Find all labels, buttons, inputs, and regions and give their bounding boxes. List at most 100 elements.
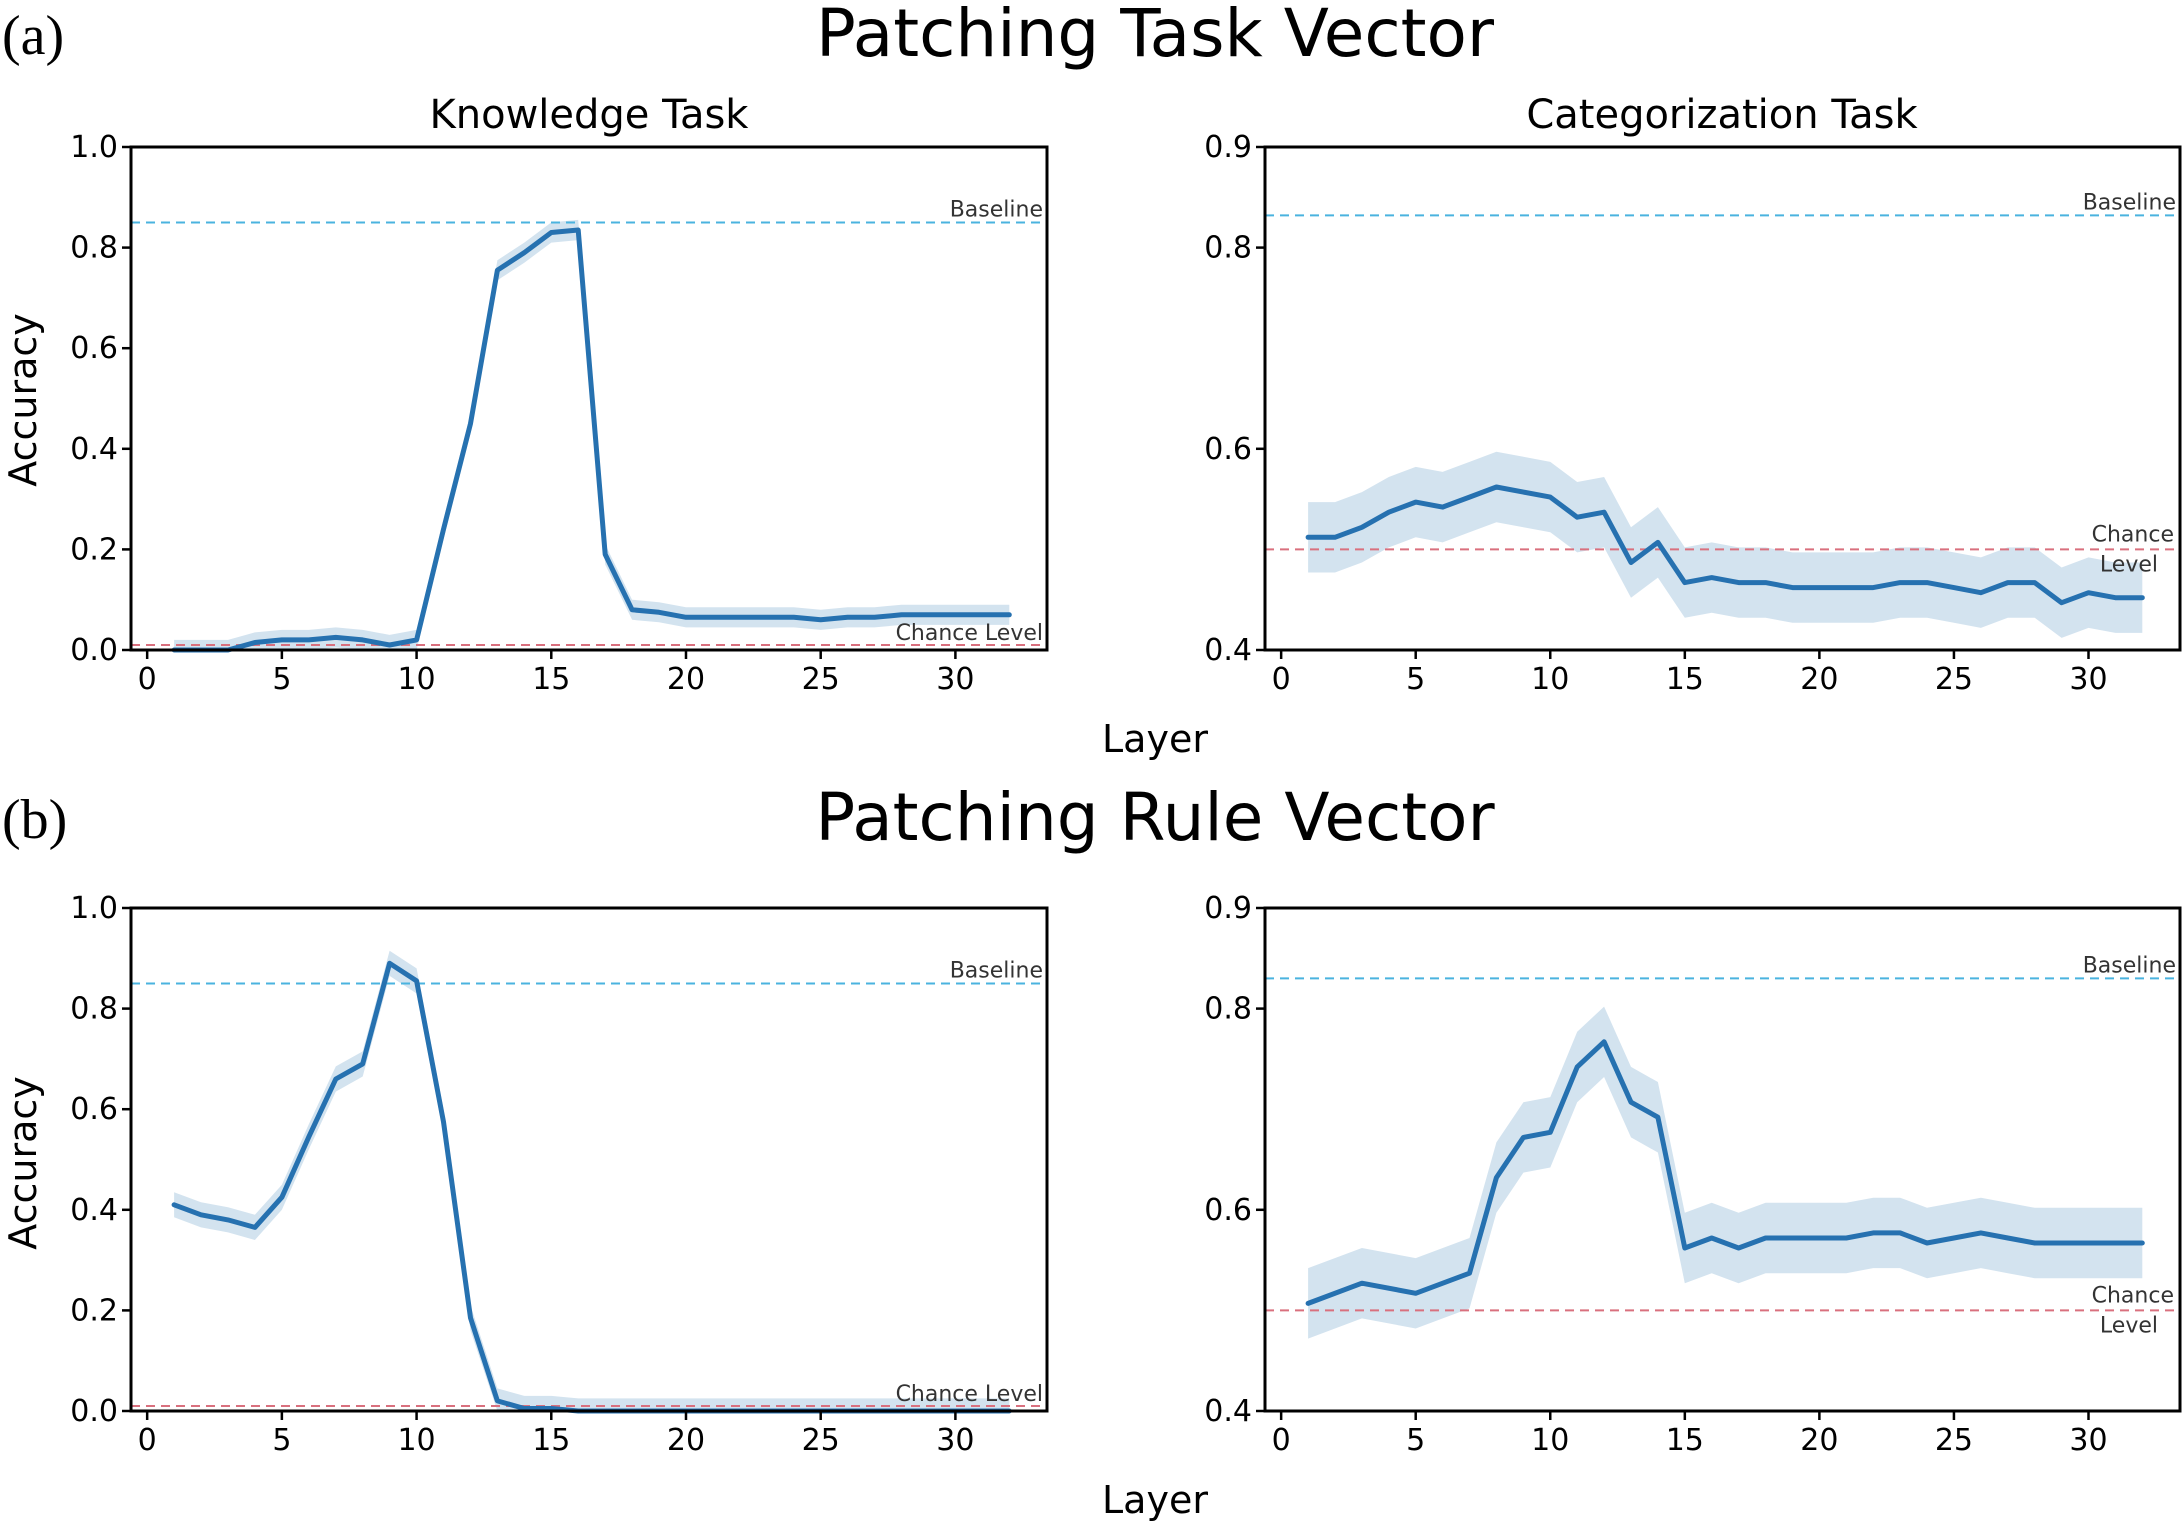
plot-b-categorization: 0 5 10 15 20 25 30 0.4 0.6 0.8 0.9 Baseline Chance Le…: [1204, 891, 2182, 1458]
data-point: [1844, 1235, 1849, 1240]
data-point: [2113, 595, 2118, 600]
data-point: [279, 1195, 284, 1200]
data-point: [1817, 1235, 1822, 1240]
data-point: [1413, 500, 1418, 505]
data-point: [252, 1225, 257, 1230]
y-tick-label: 0.0: [70, 1394, 118, 1429]
data-point: [1602, 1039, 1607, 1044]
data-point: [710, 615, 715, 620]
data-point: [791, 615, 796, 620]
data-point: [2005, 580, 2010, 585]
data-point: [953, 612, 958, 617]
data-point: [1709, 575, 1714, 580]
data-point: [468, 421, 473, 426]
plot-b-knowledge: 0 5 10 15 20 25 30 0.0 0.2 0.4 0.6 0.8 1.0 Baseline Ch…: [70, 891, 1049, 1458]
panel-a-title: Patching Task Vector: [816, 0, 1495, 72]
data-point: [1007, 612, 1012, 617]
data-point: [1575, 1064, 1580, 1069]
data-point: [2032, 580, 2037, 585]
baseline-label: Baseline: [950, 197, 1043, 222]
data-point: [1655, 1115, 1660, 1120]
data-point: [1898, 1230, 1903, 1235]
x-tick-label: 25: [1935, 1423, 1973, 1458]
chance-level-label: Level: [2100, 552, 2158, 577]
x-tick-label: 30: [936, 662, 974, 697]
x-tick-label: 0: [138, 1423, 157, 1458]
x-tick-label: 0: [138, 662, 157, 697]
x-tick-label: 10: [397, 662, 435, 697]
data-point: [1629, 560, 1634, 565]
x-tick-label: 30: [936, 1423, 974, 1458]
subplot-title-knowledge: Knowledge Task: [430, 92, 750, 138]
data-point: [1521, 490, 1526, 495]
data-point: [603, 552, 608, 557]
confidence-band: [1308, 1006, 2143, 1339]
data-point: [252, 640, 257, 645]
x-tick-label: 20: [667, 1423, 705, 1458]
baseline-label: Baseline: [950, 958, 1043, 983]
accuracy-series-line: [1305, 1039, 2145, 1306]
y-tick-label: 0.4: [1204, 633, 1252, 668]
data-point: [845, 615, 850, 620]
data-point: [1951, 585, 1956, 590]
x-tick-label: 25: [1935, 662, 1973, 697]
data-point: [2032, 1240, 2037, 1245]
data-point: [387, 642, 392, 647]
data-point: [1790, 585, 1795, 590]
data-point: [414, 637, 419, 642]
chance-level-label: Chance Level: [896, 621, 1043, 646]
data-point: [1978, 1230, 1983, 1235]
data-point: [576, 227, 581, 232]
panel-b-title: Patching Rule Vector: [815, 779, 1495, 856]
data-point: [657, 610, 662, 615]
y-tick-label: 0.9: [1204, 891, 1252, 926]
data-point: [333, 635, 338, 640]
data-point: [1629, 1100, 1634, 1105]
data-point: [1817, 585, 1822, 590]
data-point: [899, 612, 904, 617]
data-point: [2113, 1240, 2118, 1245]
accuracy-series-line: [171, 960, 1012, 1414]
data-point: [980, 612, 985, 617]
data-point: [1978, 590, 1983, 595]
y-tick-label: 1.0: [70, 130, 118, 165]
y-tick-label: 0.4: [70, 1193, 118, 1228]
axes-frame: [129, 145, 1049, 652]
data-point: [468, 1315, 473, 1320]
panel-b-letter: (b): [2, 789, 67, 851]
data-point: [225, 1217, 230, 1222]
plot-a-knowledge: 0 5 10 15 20 25 30 0.0 0.2 0.4 0.6 0.8 1.0 Baseline Ch…: [70, 130, 1049, 697]
data-point: [1951, 1235, 1956, 1240]
data-point: [306, 637, 311, 642]
x-tick-label: 10: [1531, 662, 1569, 697]
x-tick-label: 25: [802, 1423, 840, 1458]
baseline-label: Baseline: [2083, 953, 2176, 978]
xlabel-a: Layer: [1102, 717, 1208, 761]
x-tick-label: 5: [1406, 662, 1425, 697]
data-point: [1763, 580, 1768, 585]
ylabel-a: Accuracy: [1, 313, 45, 487]
y-tick-label: 0.6: [70, 1092, 118, 1127]
data-point: [1494, 485, 1499, 490]
y-tick-label: 0.9: [1204, 130, 1252, 165]
confidence-band: [174, 219, 1010, 650]
data-point: [1548, 495, 1553, 500]
data-point: [2140, 595, 2145, 600]
data-point: [1925, 1240, 1930, 1245]
x-tick-label: 5: [272, 1423, 291, 1458]
data-point: [360, 1061, 365, 1066]
data-point: [764, 615, 769, 620]
accuracy-series-line: [171, 227, 1012, 653]
data-point: [1682, 1246, 1687, 1251]
y-tick-label: 0.8: [1204, 231, 1252, 266]
x-tick-label: 5: [272, 662, 291, 697]
data-point: [872, 615, 877, 620]
y-tick-label: 0.6: [70, 331, 118, 366]
data-point: [306, 1134, 311, 1139]
data-point: [1359, 1281, 1364, 1286]
x-tick-label: 20: [1800, 1423, 1838, 1458]
chance-level-label: Chance: [2092, 1283, 2174, 1308]
data-point: [1682, 580, 1687, 585]
data-point: [549, 230, 554, 235]
